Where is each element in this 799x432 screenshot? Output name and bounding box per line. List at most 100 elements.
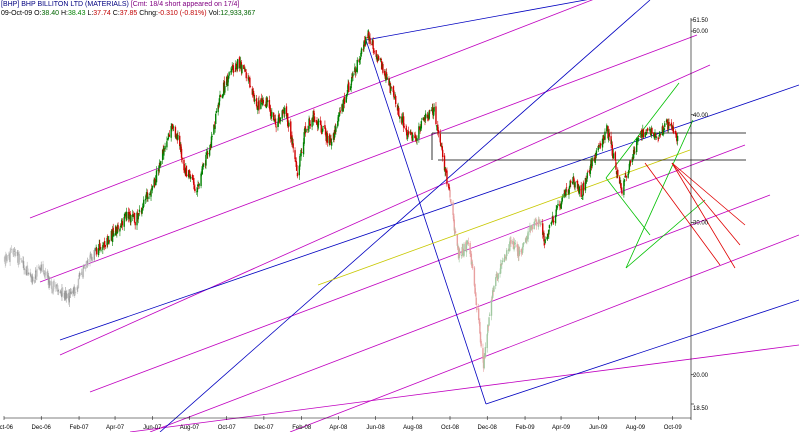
candle [651,127,653,135]
candle [196,184,199,197]
candle [113,230,115,237]
candle [300,148,302,161]
candle [351,73,353,85]
comment-label: [Cmt: 18/4 short appeared on 17/4] [130,1,240,8]
open-label: O: [34,10,42,17]
candle [445,168,447,176]
candle [449,188,451,201]
candle [87,259,89,267]
candle [668,118,670,130]
candle [403,123,405,129]
candle [467,237,470,246]
x-tick-label: Oct-06 [0,425,14,431]
candle [587,169,589,173]
candle [394,94,397,108]
candle [573,176,575,184]
candle [492,287,494,299]
candle [133,212,136,224]
candle [676,132,679,146]
candle [568,187,570,199]
candle [377,54,380,61]
candle [269,104,271,111]
candle [138,205,141,217]
candle [623,179,626,187]
candle [355,67,357,76]
candle [604,128,606,144]
candle [47,270,49,277]
candle [319,116,322,126]
candle [606,123,608,133]
candle [420,117,423,131]
candle [533,218,535,230]
candle [488,316,490,326]
candle [629,159,632,167]
candle [635,137,638,155]
candle [483,352,485,370]
pitchfork-line-5 [149,194,771,432]
candle [426,111,429,122]
y-axis: 51.50 50.00 40.00 30.00 20.00 18.50 [690,18,709,420]
candle [137,212,139,224]
x-tick-label: Feb-07 [70,425,90,431]
candle [401,112,404,126]
candle [241,64,243,75]
candle [232,62,235,77]
pitchfork-outer-line [159,0,651,432]
candle [198,182,200,189]
candle [288,120,290,127]
candle [598,144,601,149]
x-axis: Oct-06 Dec-06 Feb-07 Apr-07 Jun-07 Aug-07 Oct-… [0,416,691,431]
candle [343,92,346,109]
warning-line [317,149,691,286]
candle [130,214,132,226]
candle [53,278,55,290]
candle [108,239,111,244]
candle [249,85,252,88]
candle [552,215,554,224]
candle [254,94,256,105]
candle [99,244,102,251]
candle [495,277,497,290]
candle [380,57,382,61]
candle [260,93,263,103]
candle [217,102,219,116]
candle [292,138,294,153]
candle [94,247,96,254]
candle [574,180,576,191]
pitchfork-line-1 [29,0,594,219]
candle [477,303,480,321]
pitchfork-upper-line [365,0,588,41]
candle [318,118,320,126]
candle [177,130,179,141]
candle [407,126,410,138]
x-tick-label: Apr-08 [329,425,348,431]
candle [625,170,627,178]
candle [595,147,598,159]
candle [46,269,49,279]
candle [482,343,484,363]
candle [154,175,157,186]
candle [594,152,596,166]
candle [454,228,457,234]
candle [610,139,613,146]
candle [418,122,420,143]
candle [402,112,405,133]
candle [503,254,506,263]
candle [191,173,194,181]
candle [612,149,615,159]
candle [450,199,452,205]
candle [235,60,237,73]
candle [185,165,188,178]
candle [107,235,110,245]
candle [228,71,230,79]
candle [480,338,482,348]
candle [49,276,51,288]
candle [189,175,192,182]
pitchfork-line-3 [59,64,711,356]
candle [473,265,476,288]
candle [119,223,122,230]
change-label: Chng: [139,10,158,17]
candle [281,109,283,123]
candle [10,245,13,253]
